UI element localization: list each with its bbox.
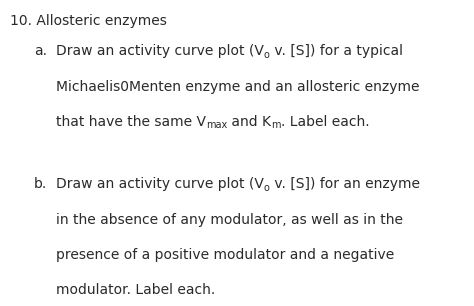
Text: . Label each.: . Label each.	[281, 115, 369, 129]
Text: v. [S]) for a typical: v. [S]) for a typical	[270, 44, 403, 58]
Text: max: max	[206, 120, 227, 130]
Text: m: m	[271, 120, 281, 130]
Text: in the absence of any modulator, as well as in the: in the absence of any modulator, as well…	[56, 213, 403, 227]
Text: presence of a positive modulator and a negative: presence of a positive modulator and a n…	[56, 248, 394, 262]
Text: o: o	[264, 50, 270, 60]
Text: that have the same V: that have the same V	[56, 115, 206, 129]
Text: a.: a.	[34, 44, 47, 58]
Text: Draw an activity curve plot (V: Draw an activity curve plot (V	[56, 177, 264, 192]
Text: b.: b.	[34, 177, 47, 192]
Text: 10. Allosteric enzymes: 10. Allosteric enzymes	[10, 14, 167, 28]
Text: modulator. Label each.: modulator. Label each.	[56, 283, 215, 297]
Text: Draw an activity curve plot (V: Draw an activity curve plot (V	[56, 44, 264, 58]
Text: v. [S]) for an enzyme: v. [S]) for an enzyme	[270, 177, 419, 192]
Text: and K: and K	[227, 115, 271, 129]
Text: o: o	[264, 183, 270, 193]
Text: Michaelis0Menten enzyme and an allosteric enzyme: Michaelis0Menten enzyme and an allosteri…	[56, 80, 419, 94]
